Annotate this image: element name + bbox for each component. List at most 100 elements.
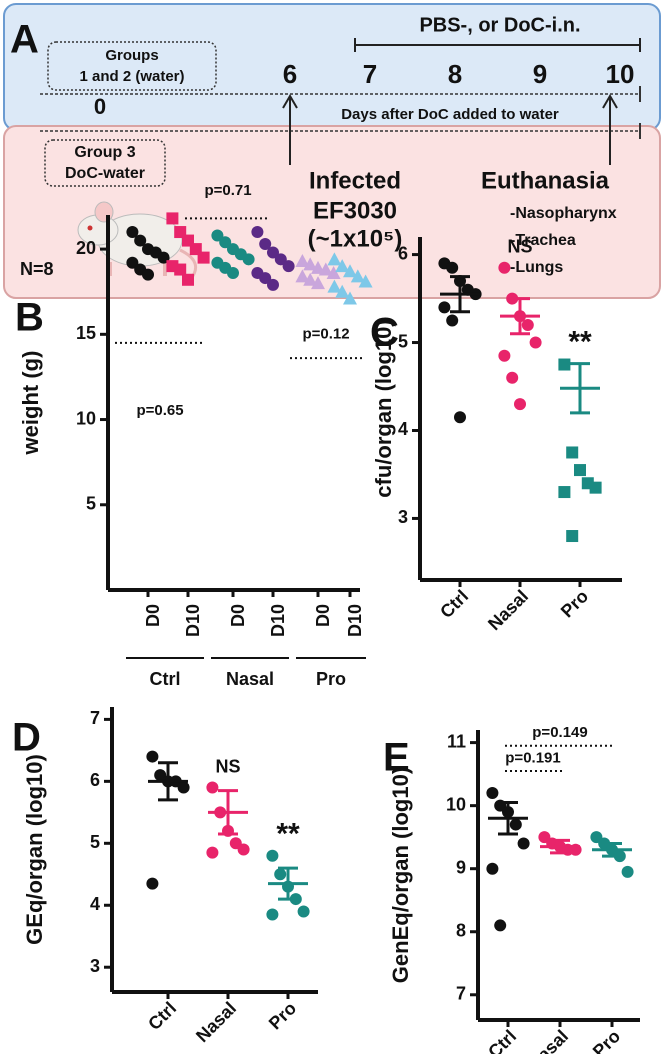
point [517,837,530,850]
point [295,269,310,283]
point [446,261,459,274]
point [327,279,342,293]
point [146,877,159,890]
day: 6 [283,59,297,89]
error-bar [278,866,298,901]
arrow [282,94,298,165]
point [529,336,542,349]
p-value: p=0.65 [136,402,183,419]
point [335,284,350,298]
point [566,446,579,459]
y-tick-label: 10 [446,794,466,814]
p-value: p=0.12 [302,325,349,342]
point [242,253,255,266]
day: 9 [533,59,547,89]
panel-letter: E [383,736,410,780]
point [266,849,279,862]
y-tick-label: 11 [447,731,466,751]
point [142,268,154,281]
y-tick-label: 5 [398,331,408,351]
x-tick-label: Ctrl [436,586,472,622]
x-tick-label: D0 [143,604,163,627]
y-tick-label: 15 [76,323,96,343]
infected: Infected [309,167,401,194]
day: 10 [606,59,635,89]
point [327,252,342,266]
y-axis-label: cfu/organ (log10) [371,319,396,497]
day: 0 [94,94,106,119]
point [251,226,264,239]
axis-label: Days after DoC added to water [341,106,559,123]
y-tick-label: 9 [456,857,466,877]
point [558,358,571,371]
significance: ** [276,818,300,851]
significance: NS [507,237,532,257]
x-tick-label: Ctrl [484,1026,520,1054]
x-tick-label: Nasal [192,998,240,1046]
panel-letter: B [15,296,44,340]
group-label: Nasal [226,669,274,689]
y-axis-label: GEq/organ (log10) [22,754,47,945]
significance: NS [215,756,240,776]
error-bar [602,841,622,858]
point [267,246,279,259]
point [197,251,210,264]
point [574,464,586,477]
point [227,266,239,279]
error-bar [158,761,178,802]
panel-letter: A [10,18,39,62]
significance: ** [568,326,592,359]
y-tick-label: 4 [90,894,100,914]
n-label: N=8 [20,259,54,279]
panel-letter: D [12,716,41,760]
error-bar [550,838,570,855]
point [174,263,187,276]
point [303,272,318,286]
x-tick-label: D10 [183,604,203,637]
y-tick-label: 3 [90,956,100,976]
point [311,276,325,290]
point [494,919,507,932]
point [206,781,219,794]
point [211,229,224,242]
y-tick-label: 6 [398,243,408,263]
header: PBS-, or DoC-i.n. [419,14,580,36]
y-tick-label: 5 [90,832,100,852]
organ: -Trachea [510,232,576,249]
point [177,781,190,794]
group-label: Pro [316,669,346,689]
y-tick-label: 4 [398,419,408,439]
point [498,261,511,274]
point [514,398,526,411]
x-tick-label: Nasal [524,1026,572,1054]
infected: (~1x10⁵) [308,225,403,252]
point [486,787,499,800]
point [318,262,333,276]
error-bar [218,789,238,836]
x-tick-label: Pro [557,586,592,621]
point [166,212,179,225]
point [343,264,357,278]
panel-letter: C [370,311,399,355]
point [446,314,459,327]
point [295,254,310,268]
point [506,371,519,384]
x-tick-label: Pro [265,998,300,1033]
point [509,818,522,831]
point [274,253,287,266]
euthanasia: Euthanasia [481,167,610,194]
point [358,274,373,288]
x-tick-label: Nasal [484,586,532,634]
point [297,905,310,918]
point [350,269,365,283]
error-bar [450,275,470,314]
x-tick-label: D10 [345,604,365,637]
point [146,750,159,763]
y-tick-label: 7 [456,984,466,1004]
point [558,486,571,499]
point [303,257,318,271]
point [266,908,279,921]
point [206,846,219,859]
point [259,272,272,285]
